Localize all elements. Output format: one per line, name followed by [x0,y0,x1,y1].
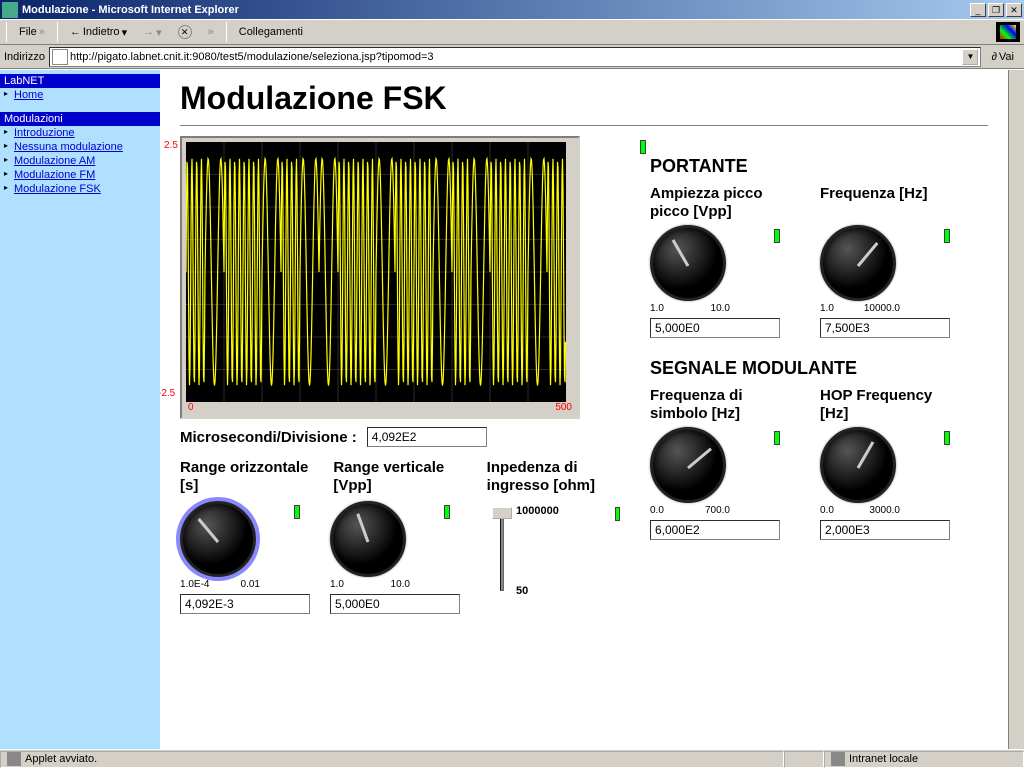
sidebar-item-am[interactable]: Modulazione AM [0,154,160,168]
microsec-label: Microsecondi/Divisione : [180,429,357,446]
vertical-scrollbar[interactable] [1008,70,1024,749]
sidebar-header-labnet: LabNET [0,74,160,88]
sidebar-item-introduzione[interactable]: Introduzione [0,126,160,140]
range-h-knob[interactable] [180,501,256,577]
range-h-led-icon [294,505,300,519]
hop-knob[interactable] [820,427,896,503]
freq-knob[interactable] [820,225,896,301]
toolbar-more[interactable]: » [202,24,220,40]
sidebar-item-fm[interactable]: Modulazione FM [0,168,160,182]
address-dropdown[interactable]: ▼ [962,49,978,65]
range-v-knob[interactable] [330,501,406,577]
fsym-label: Frequenza di simbolo [Hz] [650,387,790,427]
stop-button[interactable]: ✕ [172,23,198,41]
scope-ymax: 2.5 [164,140,178,151]
window-titlebar: Modulazione - Microsoft Internet Explore… [0,0,1024,19]
applet-icon [7,752,21,766]
go-button[interactable]: ∂Vai [985,49,1020,65]
minimize-button[interactable]: _ [970,3,986,17]
range-h-input[interactable] [180,594,310,614]
hop-led-icon [944,431,950,445]
sidebar-item-nessuna[interactable]: Nessuna modulazione [0,140,160,154]
oscilloscope: 2.5 -2.5 0 500 [180,136,580,419]
sidebar-header-modulazioni: Modulazioni [0,112,160,126]
close-button[interactable]: ✕ [1006,3,1022,17]
scope-xmin: 0 [188,402,194,413]
microsec-input[interactable] [367,427,487,447]
sidebar-item-fsk[interactable]: Modulazione FSK [0,182,160,196]
sidebar: LabNET Home Modulazioni Introduzione Nes… [0,70,160,749]
restore-button[interactable]: ❐ [988,3,1004,17]
window-title: Modulazione - Microsoft Internet Explore… [22,4,970,16]
status-right: Intranet locale [849,753,918,765]
range-h-label: Range orizzontale [s] [180,459,313,499]
scope-xmax: 500 [555,402,572,413]
modulante-title: SEGNALE MODULANTE [650,358,988,379]
toolbar: File » ←Indietro ▾ → ▾ ✕ » Collegamenti [0,19,1024,45]
address-label: Indirizzo [4,51,45,63]
amp-input[interactable] [650,318,780,338]
address-bar: Indirizzo ▼ ∂Vai [0,45,1024,69]
amp-led-icon [774,229,780,243]
range-v-input[interactable] [330,594,460,614]
page-title: Modulazione FSK [180,80,988,117]
status-left: Applet avviato. [25,753,97,765]
ie-logo-icon [996,22,1020,42]
freq-led-icon [944,229,950,243]
range-v-led-icon [444,505,450,519]
fsym-led-icon [774,431,780,445]
freq-label: Frequenza [Hz] [820,185,960,225]
scope-ymin: -2.5 [160,388,175,399]
impedance-led-icon [615,507,620,521]
back-button[interactable]: ←Indietro ▾ [64,24,133,41]
hop-label: HOP Frequency [Hz] [820,387,960,427]
address-input[interactable] [70,51,963,63]
range-v-label: Range verticale [Vpp] [333,459,466,499]
links-button[interactable]: Collegamenti [233,24,309,40]
forward-button[interactable]: → ▾ [137,24,168,41]
ie-icon [2,2,18,18]
freq-input[interactable] [820,318,950,338]
impedance-slider[interactable]: 1000000 50 [480,501,560,601]
file-menu[interactable]: File » [13,24,51,40]
zone-icon [831,752,845,766]
impedance-label: Inpedenza di ingresso [ohm] [487,459,620,499]
amp-knob[interactable] [650,225,726,301]
fsym-input[interactable] [650,520,780,540]
status-bar: Applet avviato. Intranet locale [0,749,1024,768]
portante-title: PORTANTE [650,156,988,177]
hop-input[interactable] [820,520,950,540]
main-content: Modulazione FSK 2.5 -2.5 0 500 [160,70,1008,749]
sidebar-item-home[interactable]: Home [0,88,160,102]
page-icon [52,49,68,65]
address-combo[interactable]: ▼ [49,47,982,67]
amp-label: Ampiezza picco picco [Vpp] [650,185,790,225]
fsym-knob[interactable] [650,427,726,503]
scope-led-icon [640,140,646,154]
